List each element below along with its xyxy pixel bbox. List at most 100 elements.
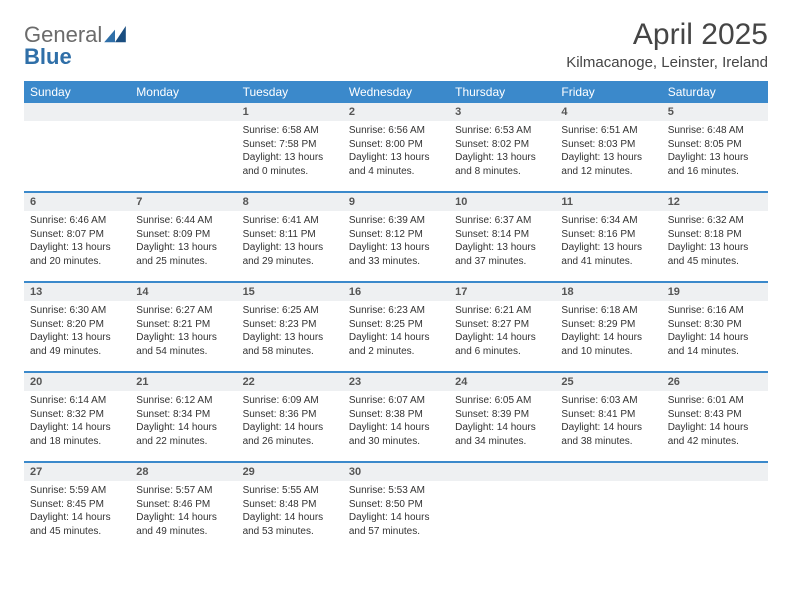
calendar-body: 1Sunrise: 6:58 AMSunset: 7:58 PMDaylight… — [24, 103, 768, 551]
calendar-cell: 22Sunrise: 6:09 AMSunset: 8:36 PMDayligh… — [237, 373, 343, 461]
day-number: 8 — [237, 193, 343, 211]
calendar-cell: 2Sunrise: 6:56 AMSunset: 8:00 PMDaylight… — [343, 103, 449, 191]
day-number-empty — [555, 463, 661, 481]
month-title: April 2025 — [566, 18, 768, 52]
calendar-page: General April 2025 Kilmacanoge, Leinster… — [0, 0, 792, 551]
day-content: Sunrise: 6:27 AMSunset: 8:21 PMDaylight:… — [130, 301, 236, 362]
calendar-cell: 27Sunrise: 5:59 AMSunset: 8:45 PMDayligh… — [24, 463, 130, 551]
brand-mark-icon — [104, 26, 126, 44]
calendar-head: SundayMondayTuesdayWednesdayThursdayFrid… — [24, 81, 768, 103]
day-header: Saturday — [662, 81, 768, 103]
header: General April 2025 Kilmacanoge, Leinster… — [24, 18, 768, 71]
calendar-cell: 16Sunrise: 6:23 AMSunset: 8:25 PMDayligh… — [343, 283, 449, 371]
calendar-row: 1Sunrise: 6:58 AMSunset: 7:58 PMDaylight… — [24, 103, 768, 191]
day-header: Sunday — [24, 81, 130, 103]
calendar-row: 20Sunrise: 6:14 AMSunset: 8:32 PMDayligh… — [24, 373, 768, 461]
calendar-cell — [662, 463, 768, 551]
calendar-cell: 21Sunrise: 6:12 AMSunset: 8:34 PMDayligh… — [130, 373, 236, 461]
calendar-cell: 4Sunrise: 6:51 AMSunset: 8:03 PMDaylight… — [555, 103, 661, 191]
day-content: Sunrise: 6:58 AMSunset: 7:58 PMDaylight:… — [237, 121, 343, 182]
day-number: 15 — [237, 283, 343, 301]
calendar-cell: 19Sunrise: 6:16 AMSunset: 8:30 PMDayligh… — [662, 283, 768, 371]
calendar-cell: 14Sunrise: 6:27 AMSunset: 8:21 PMDayligh… — [130, 283, 236, 371]
calendar-cell: 30Sunrise: 5:53 AMSunset: 8:50 PMDayligh… — [343, 463, 449, 551]
calendar-cell: 13Sunrise: 6:30 AMSunset: 8:20 PMDayligh… — [24, 283, 130, 371]
day-content: Sunrise: 6:56 AMSunset: 8:00 PMDaylight:… — [343, 121, 449, 182]
day-content: Sunrise: 6:46 AMSunset: 8:07 PMDaylight:… — [24, 211, 130, 272]
day-number: 6 — [24, 193, 130, 211]
day-content: Sunrise: 6:39 AMSunset: 8:12 PMDaylight:… — [343, 211, 449, 272]
day-header: Tuesday — [237, 81, 343, 103]
day-content: Sunrise: 6:41 AMSunset: 8:11 PMDaylight:… — [237, 211, 343, 272]
day-content: Sunrise: 6:44 AMSunset: 8:09 PMDaylight:… — [130, 211, 236, 272]
day-number: 2 — [343, 103, 449, 121]
day-header: Friday — [555, 81, 661, 103]
day-number: 20 — [24, 373, 130, 391]
calendar-cell: 11Sunrise: 6:34 AMSunset: 8:16 PMDayligh… — [555, 193, 661, 281]
day-content: Sunrise: 6:37 AMSunset: 8:14 PMDaylight:… — [449, 211, 555, 272]
day-number: 13 — [24, 283, 130, 301]
day-number: 16 — [343, 283, 449, 301]
calendar-cell: 10Sunrise: 6:37 AMSunset: 8:14 PMDayligh… — [449, 193, 555, 281]
day-number: 19 — [662, 283, 768, 301]
day-content: Sunrise: 6:18 AMSunset: 8:29 PMDaylight:… — [555, 301, 661, 362]
day-content: Sunrise: 6:16 AMSunset: 8:30 PMDaylight:… — [662, 301, 768, 362]
day-content: Sunrise: 6:03 AMSunset: 8:41 PMDaylight:… — [555, 391, 661, 452]
calendar-cell — [24, 103, 130, 191]
calendar-row: 27Sunrise: 5:59 AMSunset: 8:45 PMDayligh… — [24, 463, 768, 551]
day-number: 30 — [343, 463, 449, 481]
calendar-cell: 23Sunrise: 6:07 AMSunset: 8:38 PMDayligh… — [343, 373, 449, 461]
calendar-cell: 1Sunrise: 6:58 AMSunset: 7:58 PMDaylight… — [237, 103, 343, 191]
calendar-cell: 26Sunrise: 6:01 AMSunset: 8:43 PMDayligh… — [662, 373, 768, 461]
day-number: 28 — [130, 463, 236, 481]
calendar-cell — [555, 463, 661, 551]
day-number: 7 — [130, 193, 236, 211]
calendar-cell: 15Sunrise: 6:25 AMSunset: 8:23 PMDayligh… — [237, 283, 343, 371]
day-header: Thursday — [449, 81, 555, 103]
day-number: 4 — [555, 103, 661, 121]
day-number-empty — [130, 103, 236, 121]
day-content: Sunrise: 6:48 AMSunset: 8:05 PMDaylight:… — [662, 121, 768, 182]
brand-part2-wrap: Blue — [24, 44, 72, 70]
day-number: 9 — [343, 193, 449, 211]
day-number-empty — [662, 463, 768, 481]
calendar-cell: 12Sunrise: 6:32 AMSunset: 8:18 PMDayligh… — [662, 193, 768, 281]
day-content: Sunrise: 6:09 AMSunset: 8:36 PMDaylight:… — [237, 391, 343, 452]
day-header: Monday — [130, 81, 236, 103]
day-content: Sunrise: 5:59 AMSunset: 8:45 PMDaylight:… — [24, 481, 130, 542]
calendar-cell: 18Sunrise: 6:18 AMSunset: 8:29 PMDayligh… — [555, 283, 661, 371]
day-number: 11 — [555, 193, 661, 211]
calendar-cell — [130, 103, 236, 191]
day-number: 10 — [449, 193, 555, 211]
day-number: 21 — [130, 373, 236, 391]
calendar-cell: 3Sunrise: 6:53 AMSunset: 8:02 PMDaylight… — [449, 103, 555, 191]
day-number-empty — [449, 463, 555, 481]
day-number: 22 — [237, 373, 343, 391]
calendar-cell: 28Sunrise: 5:57 AMSunset: 8:46 PMDayligh… — [130, 463, 236, 551]
calendar-cell — [449, 463, 555, 551]
day-number: 17 — [449, 283, 555, 301]
day-number: 24 — [449, 373, 555, 391]
location-text: Kilmacanoge, Leinster, Ireland — [566, 54, 768, 71]
day-content: Sunrise: 5:57 AMSunset: 8:46 PMDaylight:… — [130, 481, 236, 542]
day-number-empty — [24, 103, 130, 121]
calendar-cell: 7Sunrise: 6:44 AMSunset: 8:09 PMDaylight… — [130, 193, 236, 281]
day-number: 27 — [24, 463, 130, 481]
day-number: 18 — [555, 283, 661, 301]
calendar-cell: 5Sunrise: 6:48 AMSunset: 8:05 PMDaylight… — [662, 103, 768, 191]
day-content: Sunrise: 6:05 AMSunset: 8:39 PMDaylight:… — [449, 391, 555, 452]
brand-part2: Blue — [24, 44, 72, 69]
day-content: Sunrise: 6:51 AMSunset: 8:03 PMDaylight:… — [555, 121, 661, 182]
day-content: Sunrise: 6:21 AMSunset: 8:27 PMDaylight:… — [449, 301, 555, 362]
day-content: Sunrise: 6:25 AMSunset: 8:23 PMDaylight:… — [237, 301, 343, 362]
day-number: 26 — [662, 373, 768, 391]
title-block: April 2025 Kilmacanoge, Leinster, Irelan… — [566, 18, 768, 71]
day-number: 5 — [662, 103, 768, 121]
calendar-cell: 20Sunrise: 6:14 AMSunset: 8:32 PMDayligh… — [24, 373, 130, 461]
calendar-cell: 6Sunrise: 6:46 AMSunset: 8:07 PMDaylight… — [24, 193, 130, 281]
calendar-row: 13Sunrise: 6:30 AMSunset: 8:20 PMDayligh… — [24, 283, 768, 371]
day-content: Sunrise: 6:53 AMSunset: 8:02 PMDaylight:… — [449, 121, 555, 182]
day-number: 14 — [130, 283, 236, 301]
day-number: 12 — [662, 193, 768, 211]
calendar-cell: 9Sunrise: 6:39 AMSunset: 8:12 PMDaylight… — [343, 193, 449, 281]
